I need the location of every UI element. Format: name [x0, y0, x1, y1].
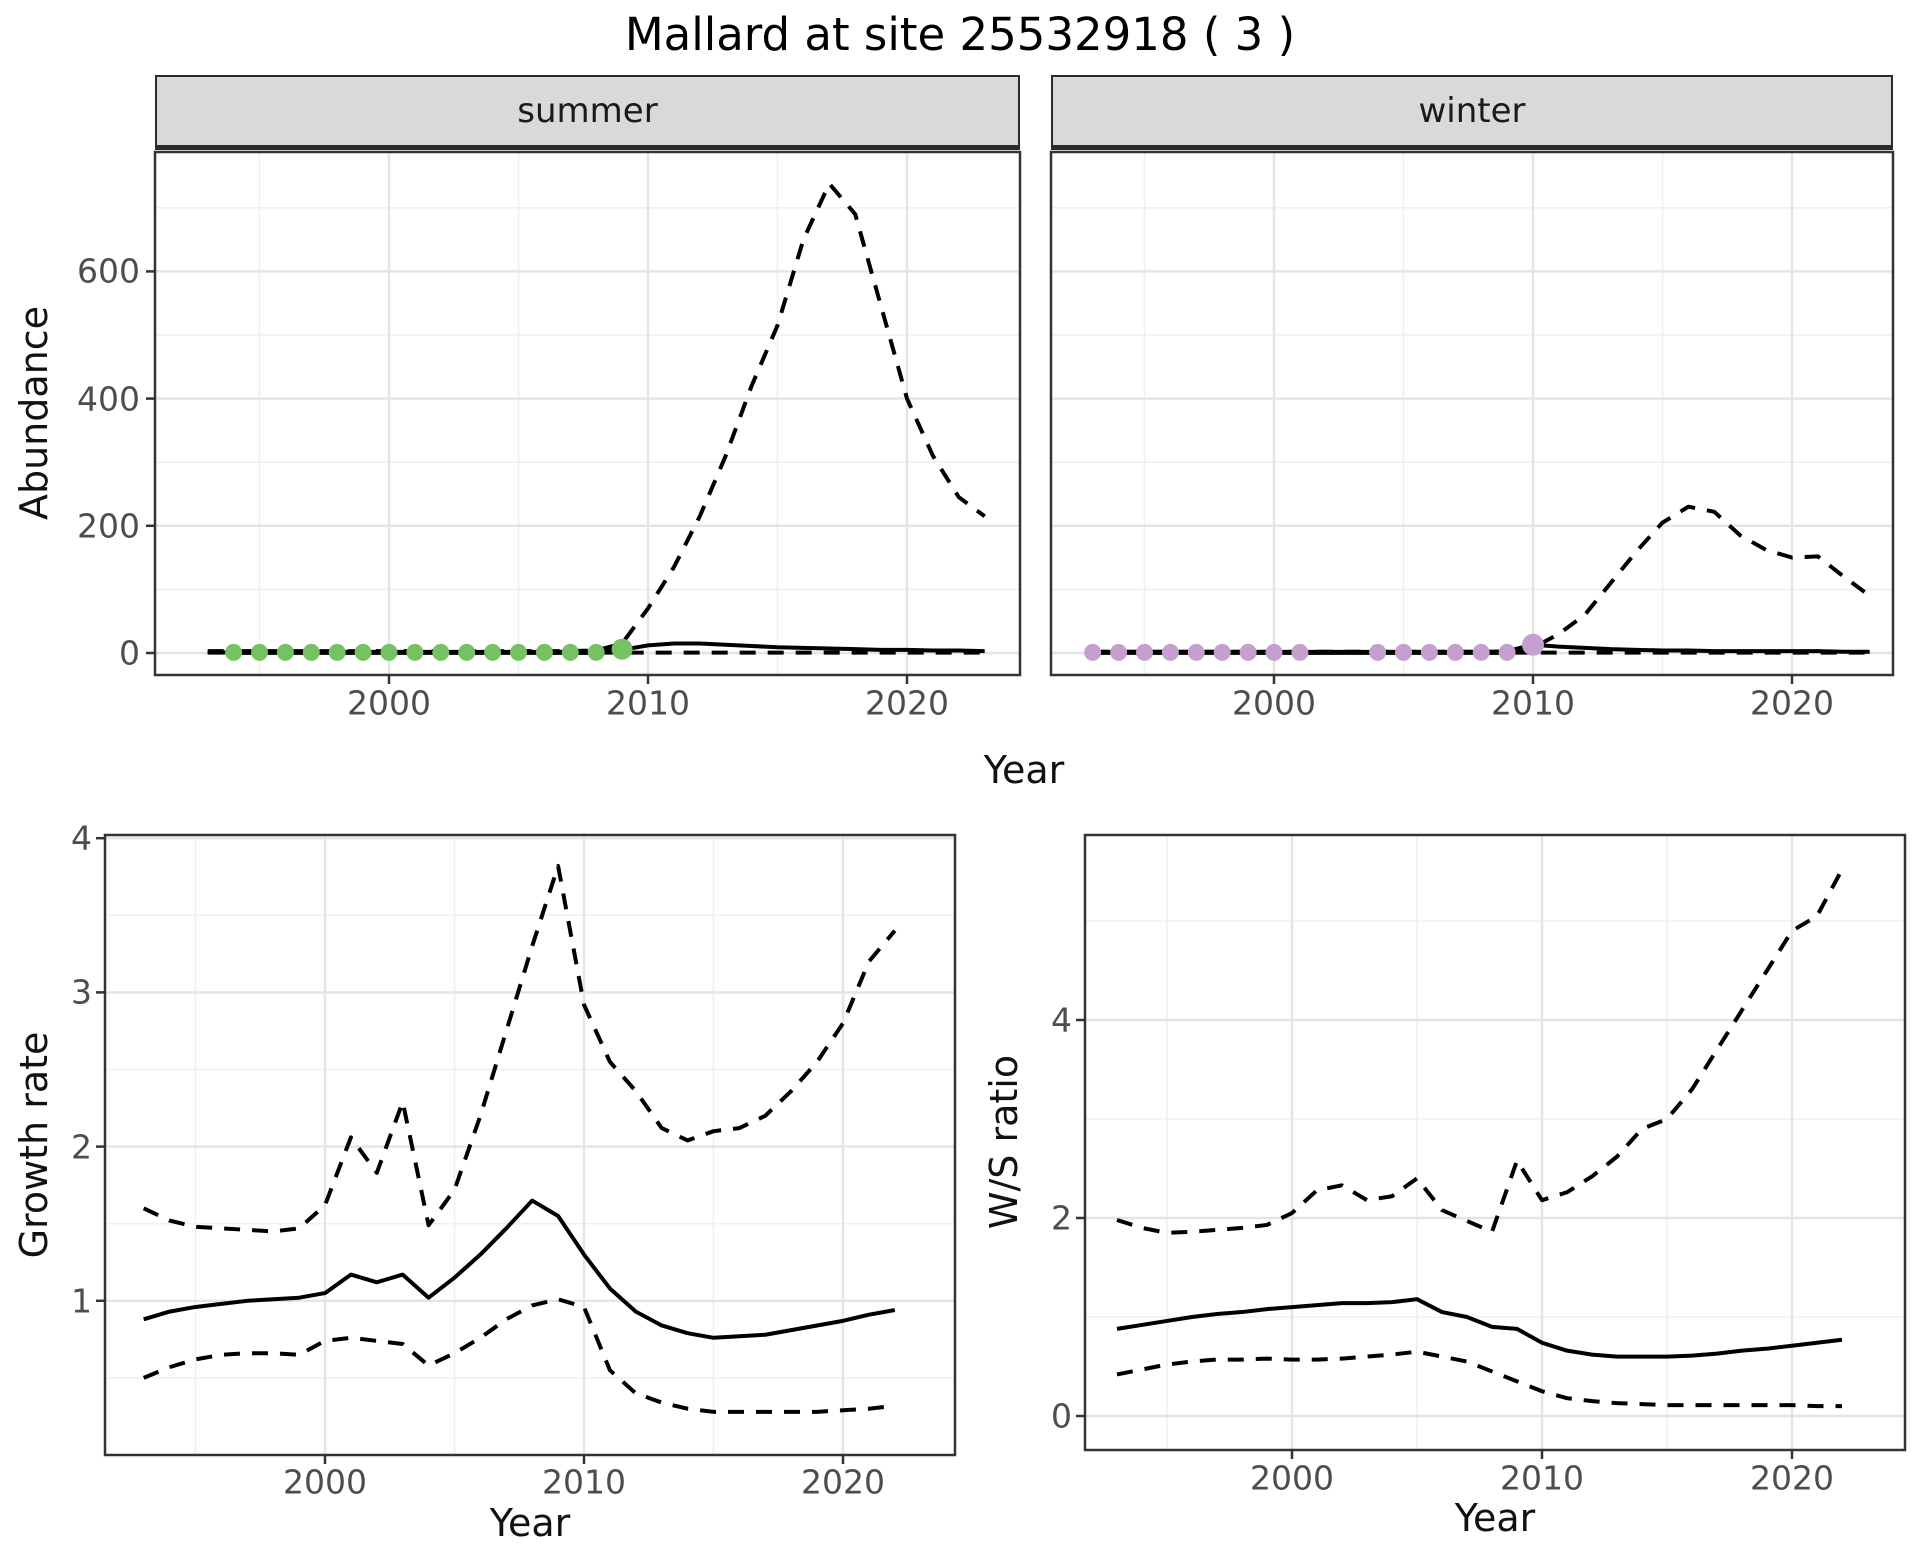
tick-label: 1: [71, 1281, 92, 1321]
tick-label: 200: [77, 506, 140, 546]
observation-point: [225, 643, 243, 661]
tick-label: 2020: [1750, 683, 1834, 723]
facet-strip-summer: summer: [155, 75, 1020, 150]
observation-point: [406, 643, 424, 661]
tick-label: 2010: [542, 1462, 626, 1502]
tick-label: 2: [71, 1127, 92, 1167]
top-year-axis-title: Year: [983, 748, 1065, 792]
facet-strip-summer-label: summer: [517, 91, 658, 131]
mean-line: [1116, 1297, 1843, 1359]
observation-point: [1420, 643, 1438, 661]
tick-label: 2010: [1491, 683, 1575, 723]
tick-label: 2010: [606, 683, 690, 723]
page-title: Mallard at site 25532918 ( 3 ): [624, 8, 1296, 61]
tick-label: 400: [77, 379, 140, 419]
observation-point: [1369, 643, 1387, 661]
tick-label: 2000: [283, 1462, 367, 1502]
observation-point: [1187, 643, 1205, 661]
tick-label: 2: [1051, 1198, 1072, 1238]
observation-point: [1291, 643, 1309, 661]
observation-point: [1446, 643, 1464, 661]
observation-point: [276, 643, 294, 661]
tick-label: 600: [77, 251, 140, 291]
tick-label: 2000: [1250, 1458, 1334, 1498]
tick-label: 2000: [1232, 683, 1316, 723]
tick-label: 2020: [801, 1462, 885, 1502]
observation-point: [458, 643, 476, 661]
tick-label: 2000: [347, 683, 431, 723]
observation-point: [1084, 643, 1102, 661]
observation-point: [561, 643, 579, 661]
tick-label: 2020: [1750, 1458, 1834, 1498]
facet-strip-winter: winter: [1051, 75, 1893, 150]
observation-point: [535, 643, 553, 661]
observation-point: [328, 643, 346, 661]
lower_ci-line: [1116, 1349, 1842, 1409]
tick-label: 3: [71, 972, 92, 1012]
observation-point: [1239, 643, 1257, 661]
observation-point: [1472, 643, 1490, 661]
mean-line: [143, 1198, 896, 1340]
observation-point: [251, 643, 268, 661]
observation-point: [354, 643, 372, 661]
upper_ci-line: [1116, 868, 1844, 1235]
abundance-axis-title: Abundance: [12, 305, 56, 521]
observation-point: [1265, 643, 1283, 661]
ws-ratio-axis-title: W/S ratio: [982, 1054, 1026, 1230]
tick-label: 4: [1051, 1000, 1072, 1040]
observation-point: [1161, 643, 1179, 661]
observation-point: [1110, 643, 1128, 661]
upper_ci-line: [1092, 504, 1871, 654]
facet-strip-winter-label: winter: [1418, 91, 1526, 131]
observation-point: [1498, 643, 1516, 661]
observation-point: [587, 643, 605, 661]
growth-year-axis-title: Year: [489, 1501, 571, 1545]
tick-label: 0: [119, 633, 140, 673]
tick-label: 0: [1051, 1396, 1072, 1436]
observation-point: [484, 643, 502, 661]
observation-point: [302, 643, 320, 661]
upper_ci-line: [207, 181, 986, 654]
tick-label: 2020: [865, 683, 949, 723]
observation-point: [1136, 643, 1153, 661]
observation-point: [1522, 633, 1544, 656]
observation-point: [432, 643, 450, 661]
upper_ci-line: [142, 863, 897, 1234]
observation-point: [1395, 643, 1412, 661]
tick-label: 2010: [1500, 1458, 1584, 1498]
observation-point: [510, 643, 527, 661]
growth-rate-axis-title: Growth rate: [12, 1031, 56, 1259]
tick-label: 4: [71, 818, 92, 858]
lower_ci-line: [142, 1297, 896, 1414]
observation-point: [611, 638, 633, 660]
observation-point: [1213, 643, 1231, 661]
observation-point: [380, 643, 398, 661]
ws-year-axis-title: Year: [1454, 1496, 1536, 1540]
